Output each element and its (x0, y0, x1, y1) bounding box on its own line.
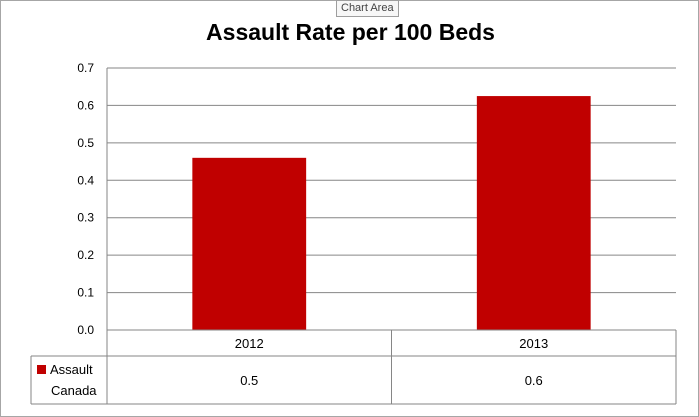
y-tick-label: 0.0 (77, 323, 94, 337)
y-tick-label: 0.7 (77, 61, 94, 75)
chart-title: Assault Rate per 100 Beds (206, 19, 495, 45)
legend-label: Assault (50, 362, 93, 377)
data-table-value: 0.5 (240, 373, 258, 388)
y-tick-label: 0.2 (77, 248, 94, 262)
y-tick-label: 0.4 (77, 173, 94, 187)
y-tick-label: 0.1 (77, 286, 94, 300)
y-tick-label: 0.6 (77, 98, 94, 112)
y-tick-label: 0.3 (77, 211, 94, 225)
x-tick-label: 2012 (235, 336, 264, 351)
x-tick-label: 2013 (519, 336, 548, 351)
chart-area-tooltip: Chart Area (336, 0, 399, 17)
legend-label: Canada (51, 383, 97, 398)
data-table-value: 0.6 (525, 373, 543, 388)
bar (476, 96, 591, 330)
legend-swatch (37, 365, 46, 374)
bar (192, 157, 307, 330)
y-tick-label: 0.5 (77, 136, 94, 150)
